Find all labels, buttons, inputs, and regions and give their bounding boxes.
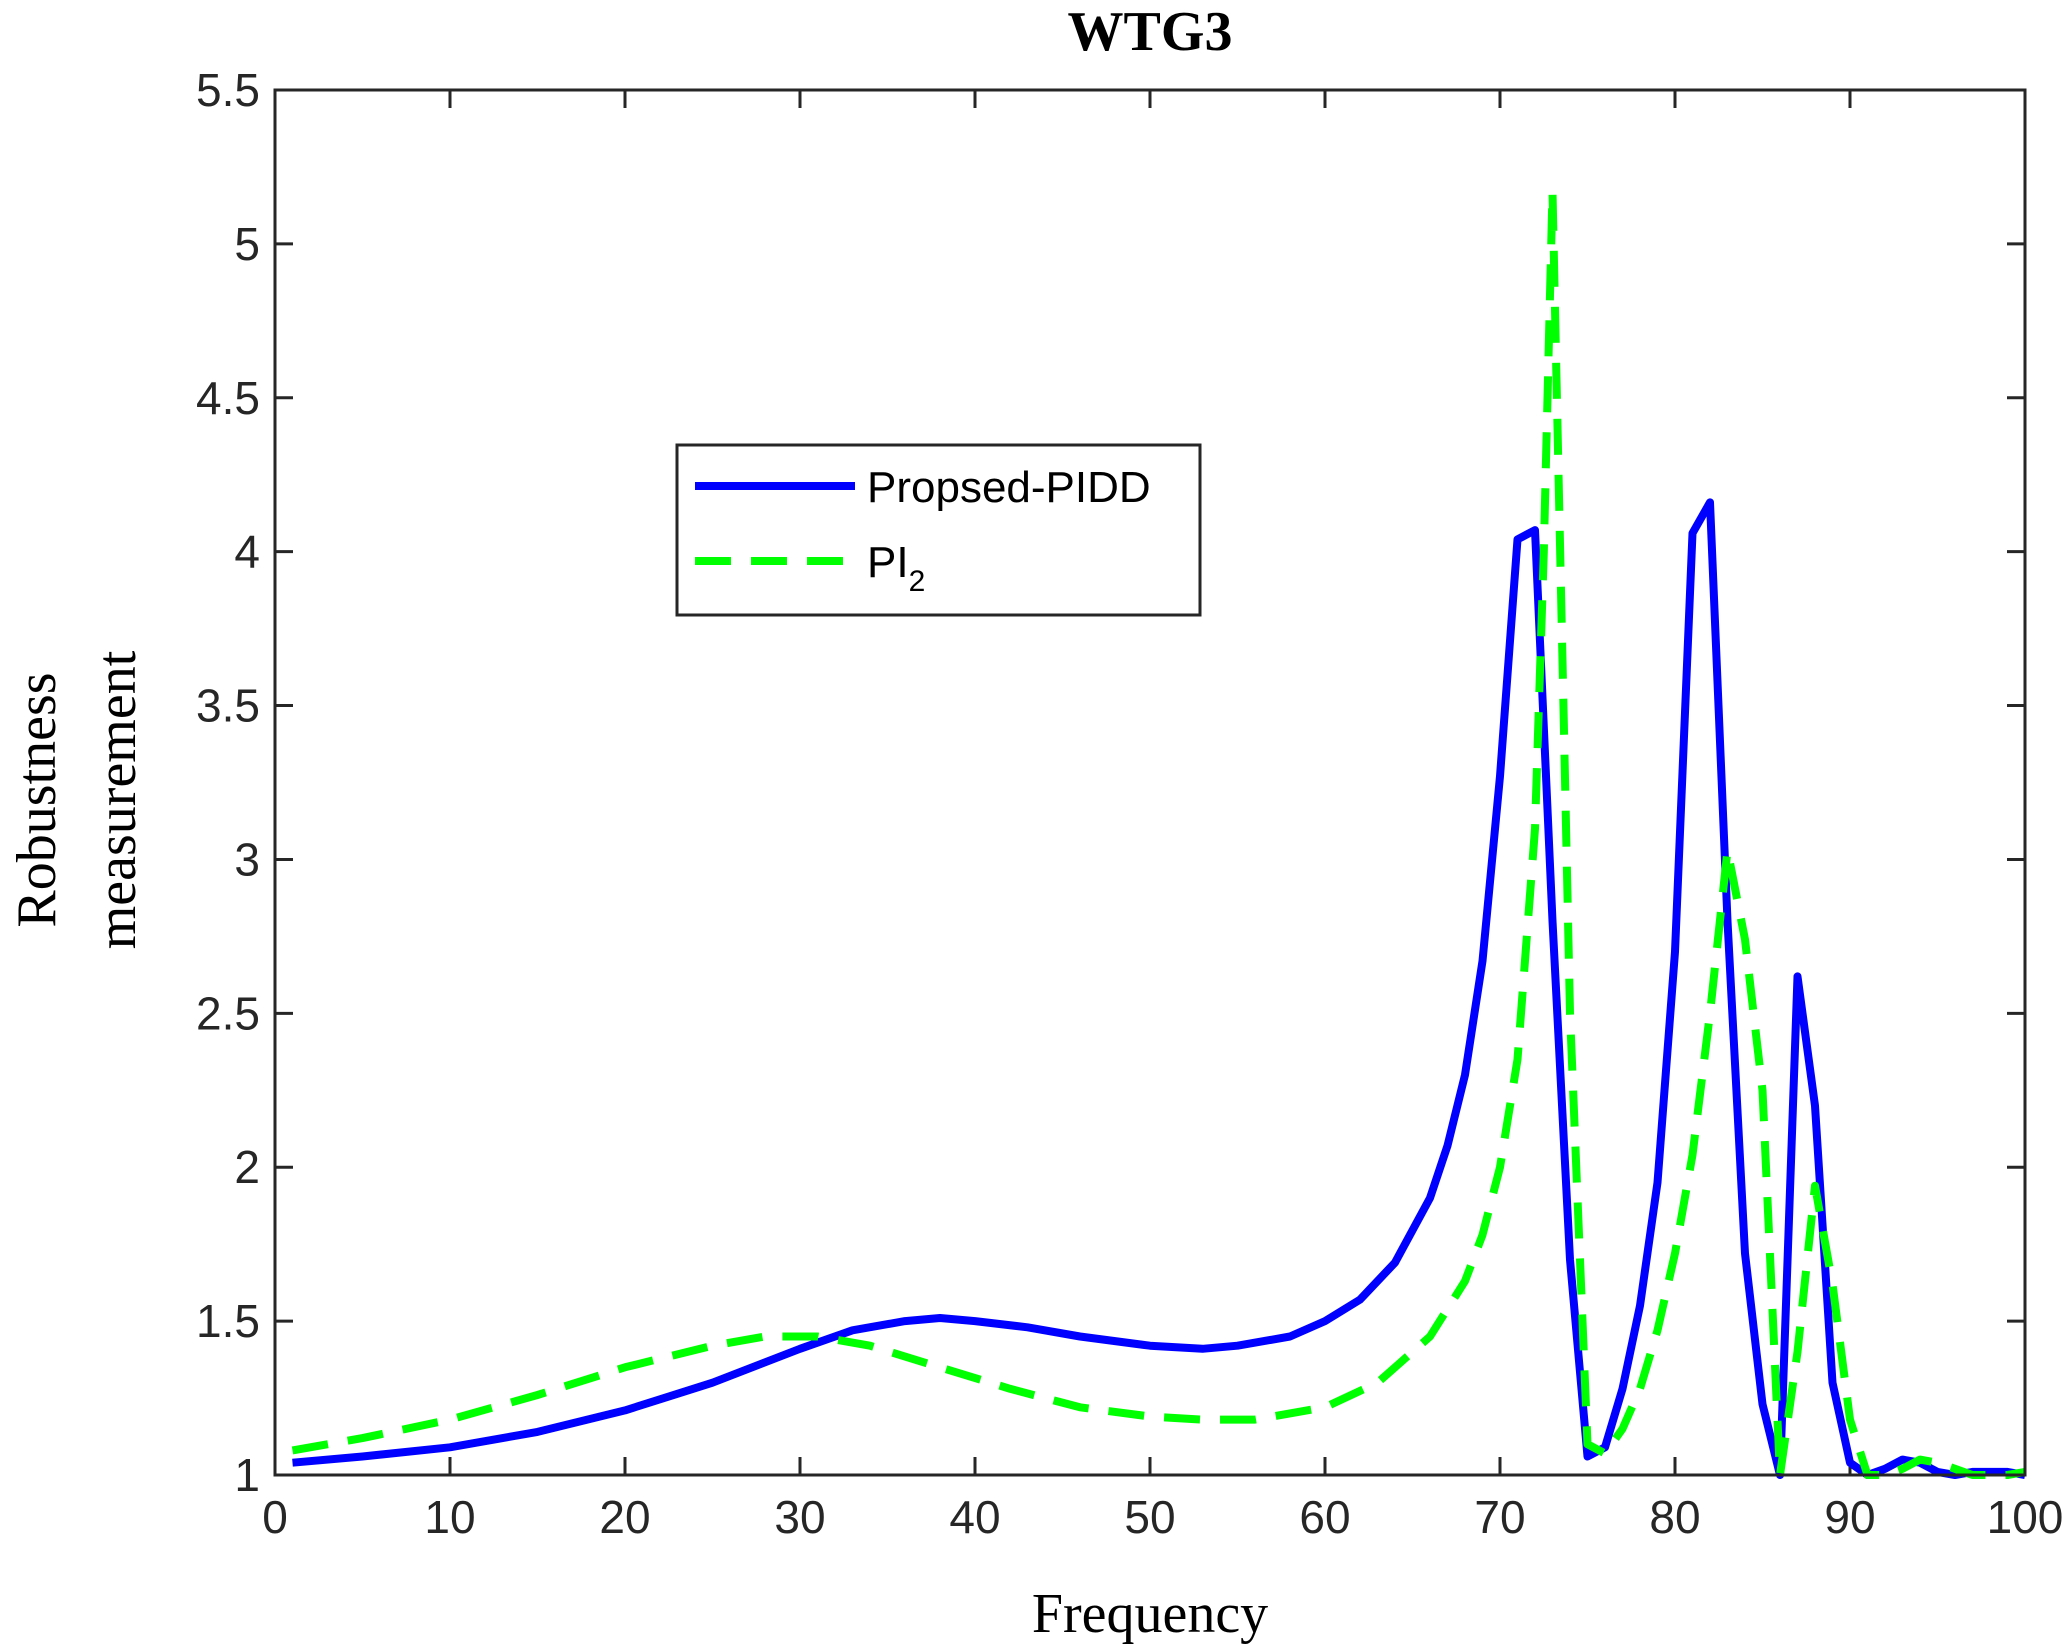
- y-tick-label: 4: [234, 526, 260, 578]
- x-tick-label: 70: [1474, 1491, 1525, 1543]
- y-tick-label: 2: [234, 1141, 260, 1193]
- y-tick-label: 5: [234, 218, 260, 270]
- legend-box: [675, 443, 1202, 617]
- legend-label-propsed-pidd: Propsed-PIDD: [867, 463, 1151, 512]
- x-axis-label: Frequency: [1032, 1583, 1268, 1644]
- y-tick-label: 3: [234, 833, 260, 885]
- x-tick-label: 80: [1649, 1491, 1700, 1543]
- x-tick-label: 50: [1124, 1491, 1175, 1543]
- y-tick-label: 2.5: [196, 987, 260, 1039]
- x-tick-label: 30: [774, 1491, 825, 1543]
- x-tick-label: 0: [262, 1491, 288, 1543]
- y-axis-label-line-1: Robustness: [6, 672, 68, 927]
- x-tick-label: 90: [1824, 1491, 1875, 1543]
- y-tick-label: 1.5: [196, 1295, 260, 1347]
- y-axis-label-line-2: measurement: [86, 650, 148, 949]
- x-tick-label: 60: [1299, 1491, 1350, 1543]
- y-tick-label: 1: [234, 1449, 260, 1501]
- plot-frame: [273, 88, 2027, 1477]
- y-tick-label: 4.5: [196, 372, 260, 424]
- x-tick-label: 10: [424, 1491, 475, 1543]
- y-tick-label: 3.5: [196, 680, 260, 732]
- legend-label-pi: PI: [867, 538, 909, 587]
- x-tick-label: 100: [1987, 1491, 2064, 1543]
- x-tick-label: 20: [599, 1491, 650, 1543]
- axis-ticks: 0 10 20 30 40 50 60 70 80 90 100 1 1.5 2 2.5 3 3.5 4 4.5 5 5…: [196, 64, 2063, 1543]
- y-tick-label: 5.5: [196, 64, 260, 116]
- legend-label-subscript: 2: [909, 565, 926, 598]
- legend: Propsed-PIDD PI2: [675, 443, 1202, 617]
- x-tick-label: 40: [949, 1491, 1000, 1543]
- chart-title: WTG3: [1068, 1, 1233, 63]
- legend-label-pi2: PI2: [867, 538, 925, 598]
